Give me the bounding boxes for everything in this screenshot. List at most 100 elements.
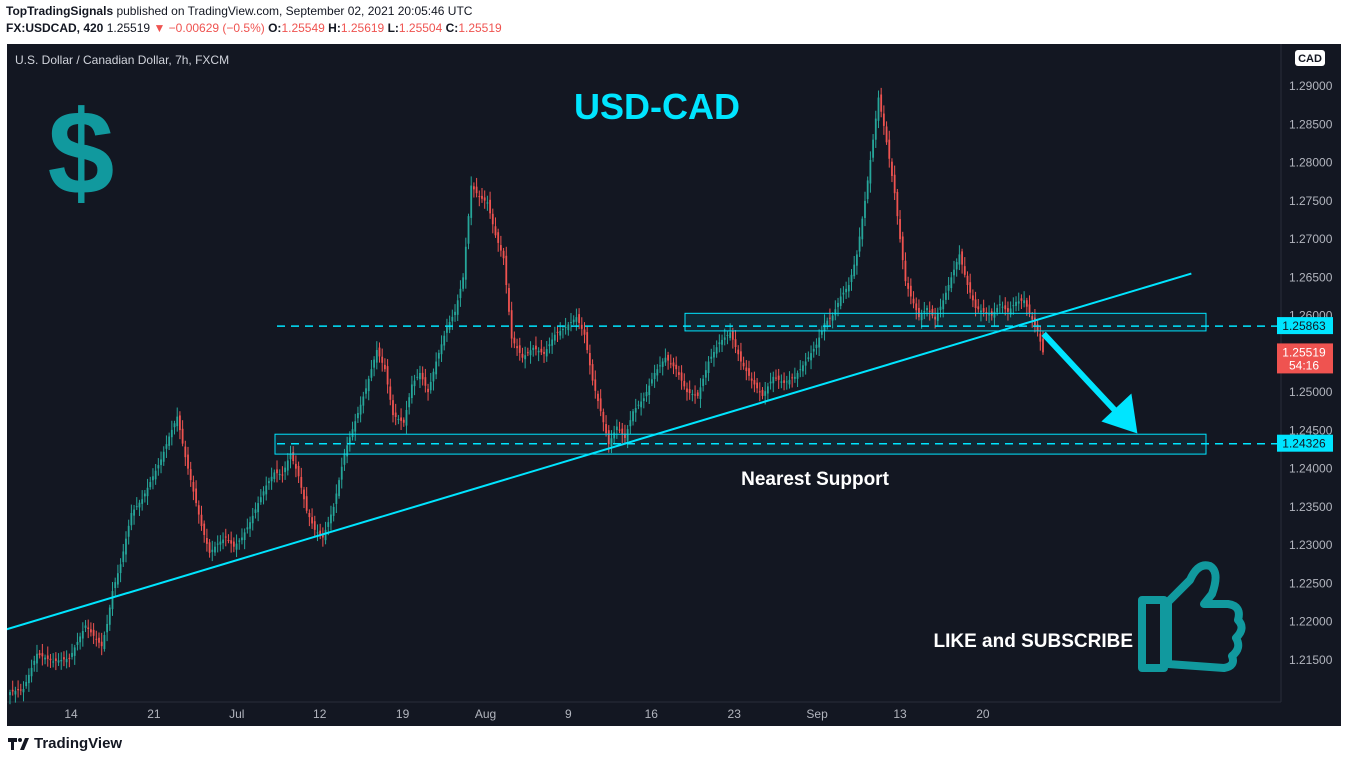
candle-body xyxy=(891,161,893,176)
candle-body xyxy=(392,400,394,416)
candle-body xyxy=(464,246,467,280)
candle-body xyxy=(114,582,117,589)
candle-body xyxy=(456,300,459,315)
candle-body xyxy=(775,377,777,379)
candle-body xyxy=(413,380,416,387)
candle-body xyxy=(276,469,278,474)
candle-body xyxy=(664,357,667,363)
candle-body xyxy=(162,451,165,462)
candle-body xyxy=(205,537,208,544)
x-tick-label: 21 xyxy=(147,707,161,721)
candle-body xyxy=(653,373,656,380)
candle-body xyxy=(138,502,141,508)
candle-body xyxy=(831,315,834,321)
publisher-name[interactable]: TopTradingSignals xyxy=(6,4,114,18)
thumbs-up-hand xyxy=(1164,561,1246,672)
candle-body xyxy=(90,629,92,633)
chart-panel[interactable]: 1.29000 1.28500 1.28000 1.27500 1.27000 1.265… xyxy=(7,44,1341,726)
candle-body xyxy=(130,513,133,526)
candle-body xyxy=(945,292,947,300)
candle-body xyxy=(637,404,640,406)
candle-body xyxy=(354,421,357,432)
candle-body xyxy=(796,373,799,379)
candle-body xyxy=(170,429,173,438)
candle-body xyxy=(270,476,273,482)
candle-body xyxy=(241,537,243,541)
candle-body xyxy=(68,657,71,659)
candle-body xyxy=(133,509,135,516)
candle-body xyxy=(804,361,807,366)
candle-body xyxy=(748,368,750,376)
currency-badge xyxy=(1295,50,1325,66)
price-axis xyxy=(1281,44,1341,726)
candle-body xyxy=(996,307,999,313)
candle-body xyxy=(543,351,545,354)
symbol-label: FX:USDCAD, 420 xyxy=(6,21,104,35)
candle-body xyxy=(659,365,661,367)
candle-body xyxy=(629,420,632,427)
candle-body xyxy=(780,381,783,383)
candle-body xyxy=(381,356,384,363)
candle-body xyxy=(651,379,653,384)
candle-body xyxy=(30,667,33,677)
thumbs-up-icon xyxy=(1138,561,1246,672)
x-tick-label: 14 xyxy=(64,707,78,721)
candle-body xyxy=(316,532,319,534)
candle-body xyxy=(308,512,311,518)
candle-body xyxy=(499,245,502,251)
x-tick-label: Aug xyxy=(475,707,496,721)
candle-body xyxy=(63,657,65,660)
candle-body xyxy=(17,689,19,691)
candle-body xyxy=(122,551,125,563)
y-tick-label: 1.29000 xyxy=(1289,79,1333,93)
candle-body xyxy=(443,335,446,346)
candle-body xyxy=(84,625,87,628)
tradingview-footer[interactable]: TradingView xyxy=(8,735,122,752)
candle-body xyxy=(49,658,52,661)
close-value: 1.25519 xyxy=(458,21,502,35)
candle-body xyxy=(839,296,842,306)
candle-body xyxy=(551,339,554,346)
candle-body xyxy=(203,523,206,535)
candle-body xyxy=(27,674,30,684)
candle-body xyxy=(553,334,556,341)
high-value: 1.25619 xyxy=(340,21,385,35)
candle-body xyxy=(799,369,802,371)
price-chart[interactable]: 1.29000 1.28500 1.28000 1.27500 1.27000 1.265… xyxy=(7,44,1341,726)
candle-body xyxy=(677,372,680,375)
candle-body xyxy=(529,350,532,356)
candle-body xyxy=(292,452,295,461)
candle-body xyxy=(993,311,996,318)
candle-body xyxy=(119,564,122,574)
candle-body xyxy=(1042,338,1044,353)
candle-body xyxy=(861,218,864,240)
candle-body xyxy=(918,307,920,318)
candle-body xyxy=(920,314,923,321)
candle-body xyxy=(615,426,618,431)
x-tick-label: Sep xyxy=(806,707,828,721)
candle-body xyxy=(888,139,891,159)
candle-body xyxy=(961,251,963,265)
candle-body xyxy=(1020,298,1023,301)
candle-body xyxy=(707,361,710,373)
candle-body xyxy=(400,417,402,421)
thumbs-up-cuff xyxy=(1138,596,1168,672)
candle-body xyxy=(373,359,376,368)
candle-body xyxy=(950,277,953,289)
candle-body xyxy=(351,429,354,438)
candle-body xyxy=(135,506,138,508)
candle-body xyxy=(238,540,241,542)
candle-body xyxy=(669,363,672,365)
candle-body xyxy=(273,472,276,479)
candle-body xyxy=(837,302,839,308)
candle-body xyxy=(152,476,154,481)
candle-body xyxy=(521,353,524,358)
candle-body xyxy=(330,514,332,524)
candle-body xyxy=(454,311,456,316)
candle-body xyxy=(25,681,28,687)
candle-body xyxy=(284,467,287,473)
publisher-line: TopTradingSignals published on TradingVi… xyxy=(6,4,472,18)
candle-body xyxy=(683,380,686,387)
x-tick-label: 16 xyxy=(645,707,659,721)
candle-body xyxy=(494,226,497,236)
